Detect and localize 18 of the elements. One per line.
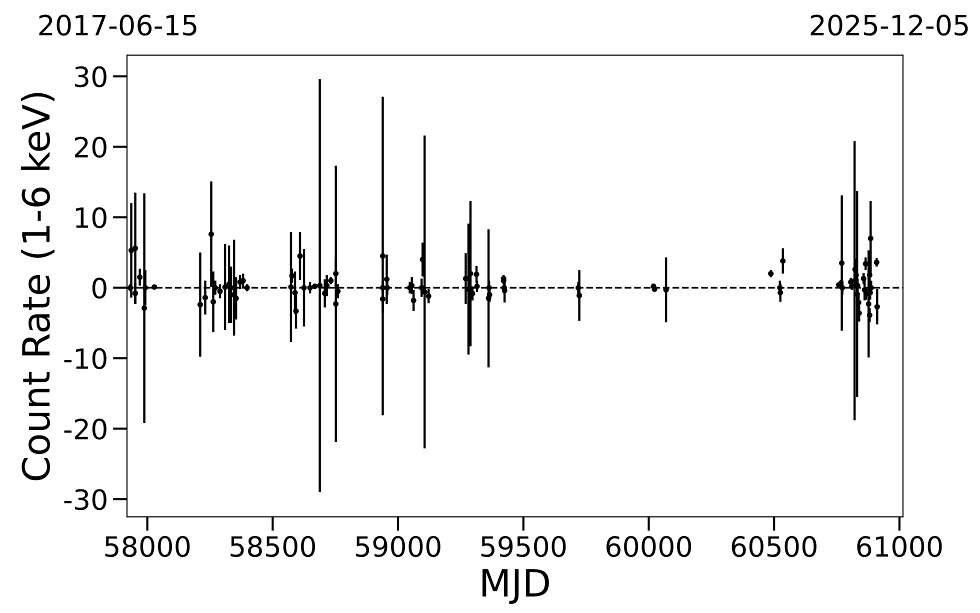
y-tick-label: -30 bbox=[64, 489, 106, 510]
x-tick-label: 61000 bbox=[857, 536, 942, 558]
y-axis-title: Count Rate (1-6 keV) bbox=[21, 92, 54, 480]
x-tick-label: 59500 bbox=[481, 536, 566, 558]
x-tick-label: 60500 bbox=[732, 536, 816, 558]
text: 2017-06-15 bbox=[39, 14, 196, 36]
x-tick-label: 59000 bbox=[356, 536, 440, 558]
x-axis-title: MJD bbox=[482, 569, 549, 604]
y-tick-label: 0 bbox=[92, 278, 106, 299]
x-tick-label: 58000 bbox=[105, 536, 190, 558]
y-tick-label: -10 bbox=[64, 348, 106, 370]
y-tick-label: -20 bbox=[64, 418, 106, 440]
text: 2025-12-05 bbox=[810, 14, 968, 36]
x-tick-label: 60000 bbox=[606, 536, 692, 558]
y-tick-label: 30 bbox=[75, 66, 106, 88]
y-tick-label: 20 bbox=[74, 136, 106, 158]
y-tick-label: 10 bbox=[76, 207, 106, 228]
x-tick-label: 58500 bbox=[230, 536, 316, 558]
